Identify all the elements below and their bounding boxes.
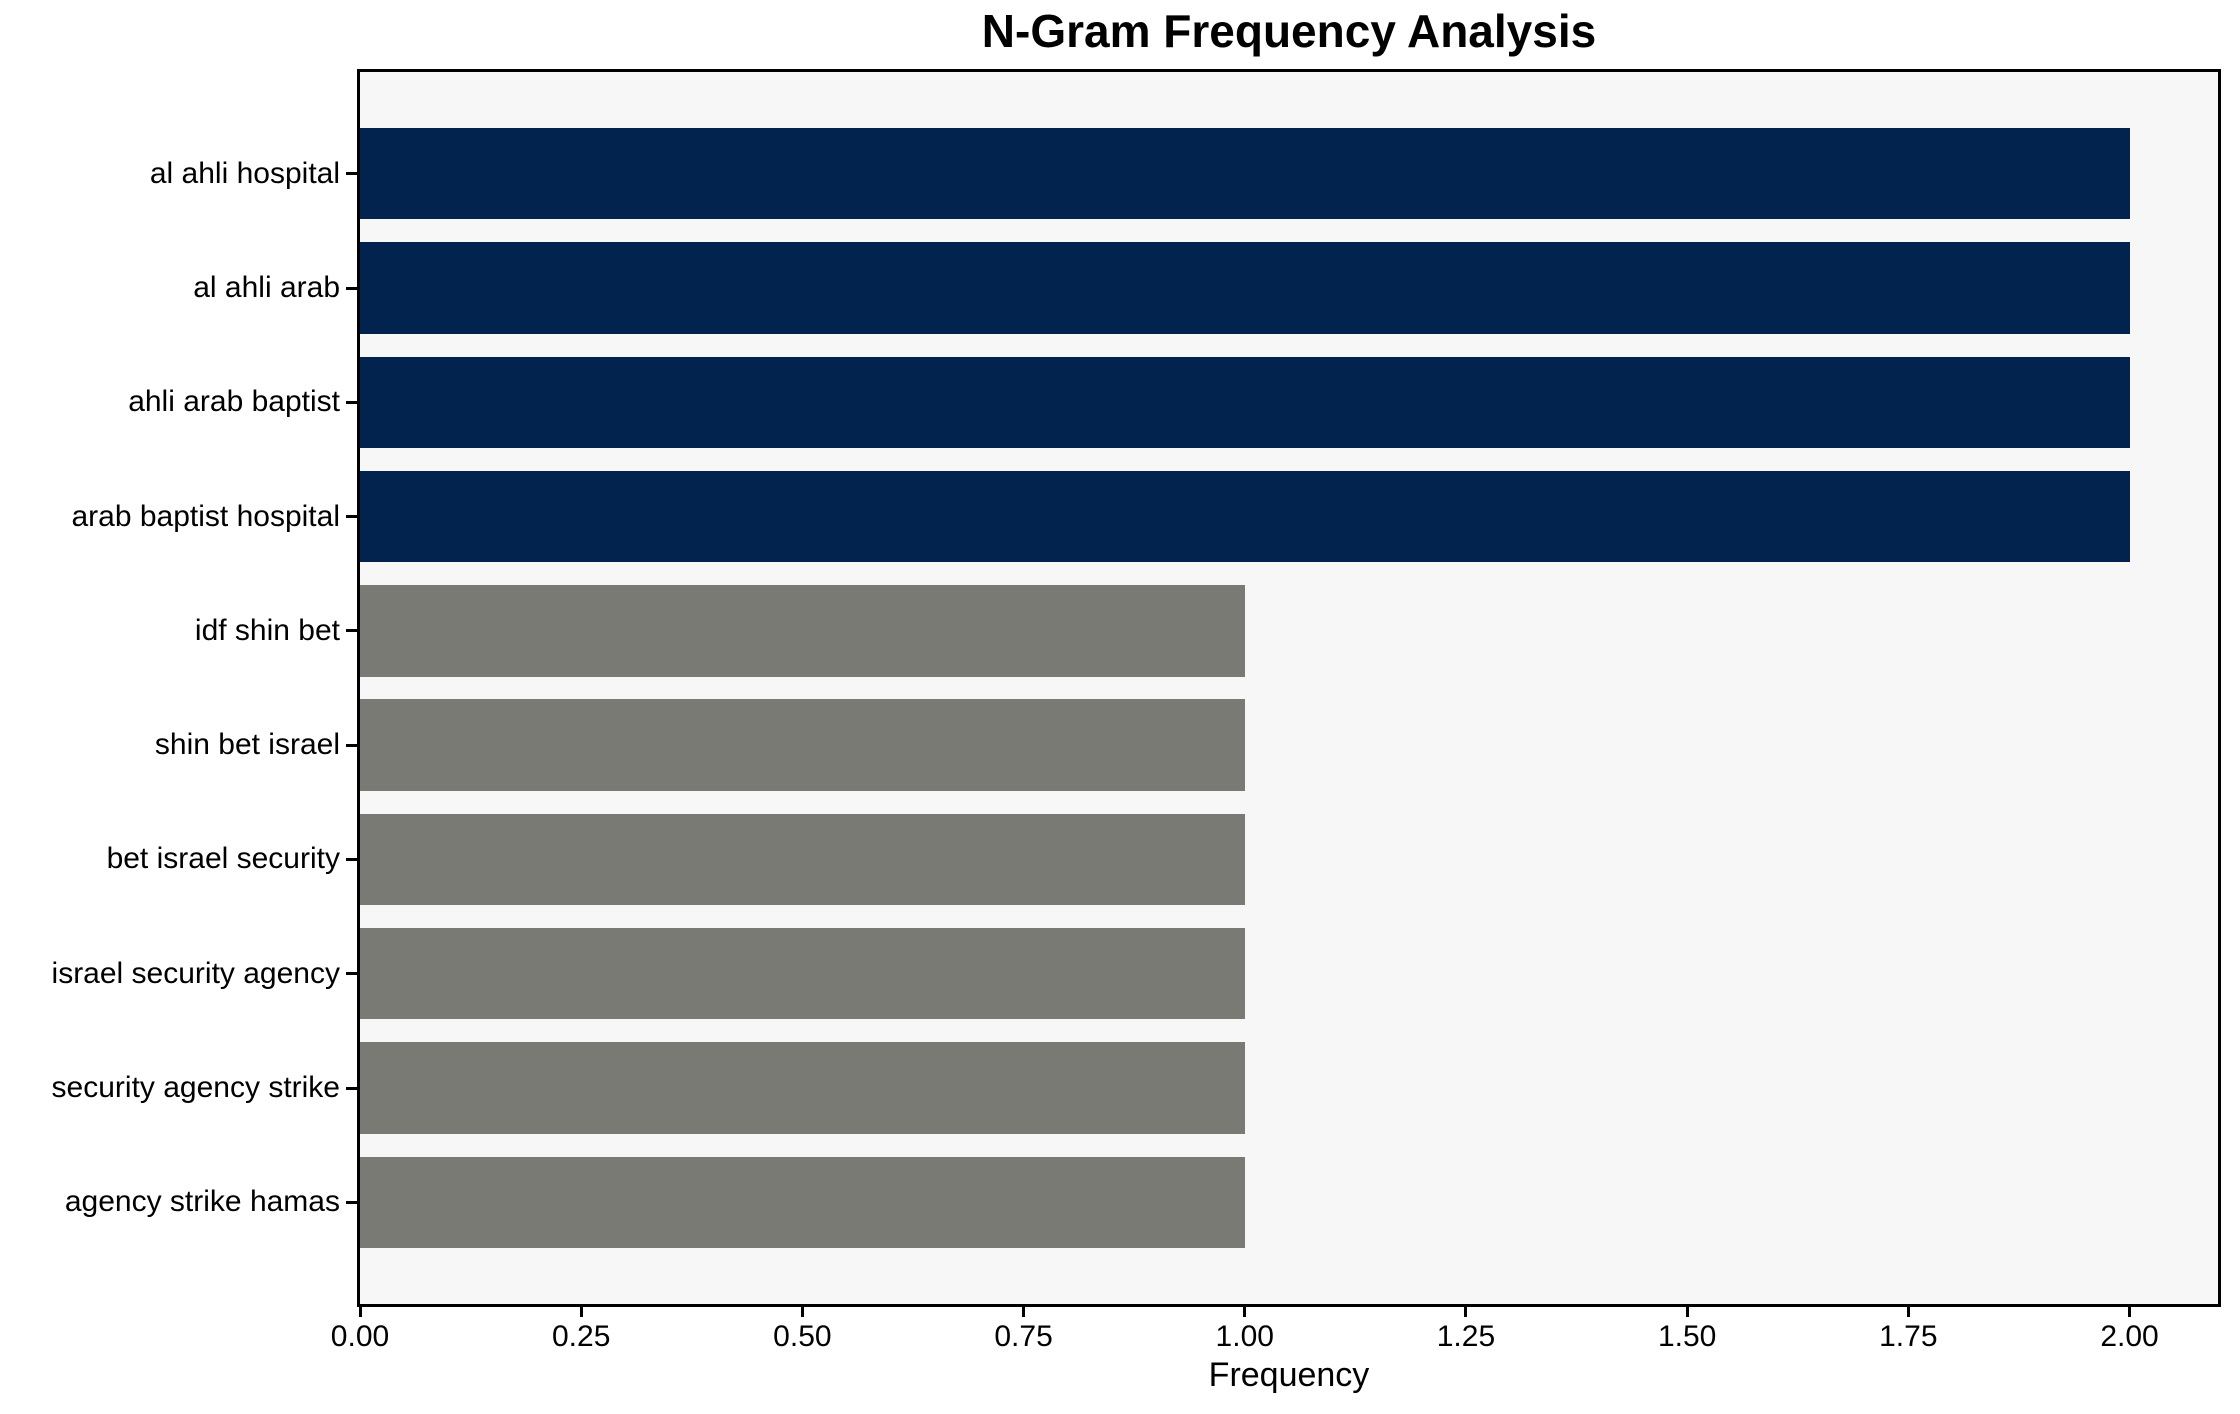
bar-israel-security-agency [360, 928, 1245, 1020]
x-tick-label: 0.75 [994, 1320, 1053, 1353]
y-tick-label: israel security agency [51, 956, 340, 990]
bar-al-ahli-hospital [360, 128, 2130, 220]
x-tick-mark [1906, 1304, 1910, 1317]
x-tick-label: 1.00 [1215, 1320, 1274, 1353]
y-tick-mark [346, 400, 360, 404]
bar-ahli-arab-baptist [360, 356, 2130, 448]
y-tick-mark [346, 629, 360, 633]
x-tick-mark [358, 1304, 362, 1317]
x-tick-label: 1.50 [1657, 1320, 1717, 1353]
x-axis-label: Frequency [1208, 1356, 1370, 1394]
x-tick-mark [1243, 1304, 1247, 1317]
x-tick-label: 1.25 [1436, 1320, 1496, 1353]
x-tick-label: 0.50 [773, 1320, 832, 1353]
y-tick-label: idf shin bet [194, 613, 340, 647]
x-tick-label: 2.00 [2100, 1320, 2159, 1353]
y-tick-label: agency strike hamas [64, 1185, 340, 1219]
y-tick-label: al ahli hospital [149, 156, 340, 190]
bar-idf-shin-bet [360, 585, 1245, 677]
x-tick-mark [2128, 1304, 2132, 1317]
y-tick-label: shin bet israel [154, 728, 340, 762]
y-tick-mark [346, 1086, 360, 1090]
y-tick-mark [346, 515, 360, 519]
y-tick-mark [346, 857, 360, 861]
bar-agency-strike-hamas [360, 1156, 1245, 1248]
x-tick-mark [1022, 1304, 1026, 1317]
y-tick-label: bet israel security [106, 842, 340, 876]
x-tick-mark [1685, 1304, 1689, 1317]
bar-shin-bet-israel [360, 699, 1245, 791]
y-tick-mark [346, 972, 360, 976]
y-tick-label: arab baptist hospital [71, 499, 340, 533]
x-tick-label: 1.75 [1879, 1320, 1938, 1353]
y-tick-label: ahli arab baptist [128, 385, 340, 419]
x-tick-mark [1464, 1304, 1468, 1317]
y-tick-label: al ahli arab [193, 271, 340, 304]
bar-security-agency-strike [360, 1042, 1245, 1134]
y-tick-mark [346, 743, 360, 747]
bar-bet-israel-security [360, 813, 1245, 906]
y-tick-mark [346, 172, 360, 176]
x-tick-mark [800, 1304, 804, 1317]
x-tick-label: 0.25 [551, 1320, 611, 1353]
plot-area [357, 69, 2221, 1307]
x-tick-mark [579, 1304, 583, 1317]
x-tick-label: 0.00 [330, 1320, 390, 1353]
y-tick-mark [346, 1200, 360, 1204]
bar-al-ahli-arab [360, 242, 2130, 334]
y-tick-label: security agency strike [51, 1071, 340, 1104]
y-tick-mark [346, 286, 360, 290]
chart-title: N-Gram Frequency Analysis [981, 5, 1597, 57]
bar-arab-baptist-hospital [360, 470, 2130, 563]
